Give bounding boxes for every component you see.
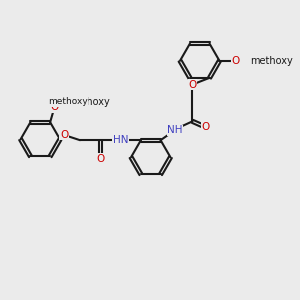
Text: O: O [201, 122, 210, 132]
Text: O: O [96, 154, 104, 164]
Text: methoxy: methoxy [48, 98, 87, 106]
Text: methoxy: methoxy [68, 97, 110, 107]
Text: O: O [60, 130, 68, 140]
Text: O: O [188, 80, 196, 89]
Text: O: O [50, 102, 59, 112]
Text: NH: NH [167, 125, 183, 135]
Text: O: O [231, 56, 239, 66]
Text: HN: HN [113, 135, 128, 145]
Text: methoxy: methoxy [250, 56, 292, 66]
